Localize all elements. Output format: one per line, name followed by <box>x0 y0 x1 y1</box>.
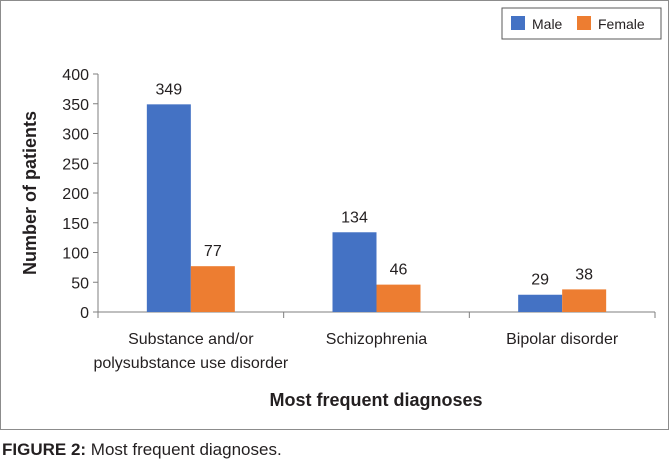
y-tick-label: 250 <box>62 156 89 173</box>
figure-caption: FIGURE 2: Most frequent diagnoses. <box>2 440 282 460</box>
data-label: 349 <box>155 81 182 98</box>
bar-male <box>332 232 377 312</box>
y-tick-label: 50 <box>71 275 89 292</box>
x-tick-label: Schizophrenia <box>326 331 428 348</box>
data-label: 46 <box>390 262 408 279</box>
legend-swatch-male <box>511 16 525 30</box>
x-axis-title: Most frequent diagnoses <box>269 390 482 410</box>
caption-text: Most frequent diagnoses. <box>86 440 282 459</box>
data-label: 134 <box>341 209 368 226</box>
chart-frame <box>0 0 669 430</box>
y-tick-label: 0 <box>80 305 89 322</box>
legend-label-male: Male <box>532 16 563 32</box>
data-label: 38 <box>575 266 593 283</box>
x-tick-label: Substance and/or <box>128 331 254 348</box>
y-axis-title: Number of patients <box>20 111 40 275</box>
x-tick-label: polysubstance use disorder <box>93 355 288 372</box>
bar-female <box>190 266 235 312</box>
legend-label-female: Female <box>598 16 645 32</box>
bar-female <box>376 284 421 312</box>
y-tick-label: 150 <box>62 216 89 233</box>
y-tick-label: 400 <box>62 67 89 84</box>
bar-chart: 0 50 100 150 200 250 300 350 400 349 77 Substance a… <box>20 7 662 410</box>
y-tick-label: 300 <box>62 127 89 144</box>
data-label: 77 <box>204 243 222 260</box>
y-tick-label: 350 <box>62 97 89 114</box>
bar-female <box>562 289 607 312</box>
y-tick-label: 200 <box>62 186 89 203</box>
caption-label: FIGURE 2: <box>2 440 87 459</box>
data-label: 29 <box>531 272 549 289</box>
y-tick-label: 100 <box>62 246 89 263</box>
bar-male <box>518 294 563 312</box>
legend-swatch-female <box>577 16 591 30</box>
bar-male <box>146 104 191 312</box>
x-tick-label: Bipolar disorder <box>506 331 619 348</box>
